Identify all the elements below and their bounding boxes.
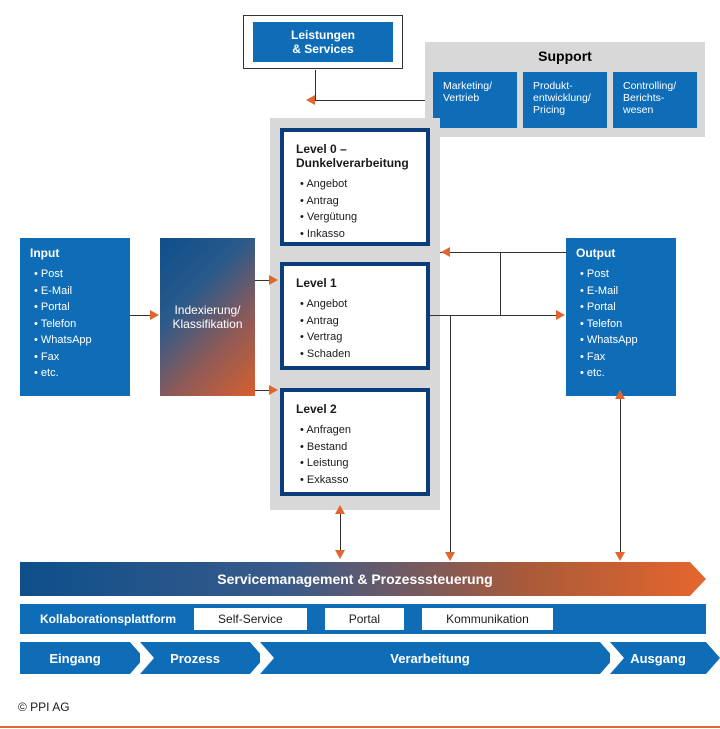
arrow-right-down-head bbox=[445, 552, 455, 561]
level0-title: Level 0 – Dunkelverarbeitung bbox=[296, 142, 414, 170]
list-item: WhatsApp bbox=[580, 332, 666, 349]
list-item: Vertrag bbox=[300, 329, 414, 346]
list-item: E-Mail bbox=[580, 283, 666, 300]
copyright: © PPI AG bbox=[18, 700, 70, 714]
list-item: Leistung bbox=[300, 455, 414, 472]
kollab-chip-2: Kommunikation bbox=[422, 608, 553, 630]
arrow-levels-service-up bbox=[335, 505, 345, 514]
arrow-support-left-head bbox=[306, 95, 315, 105]
list-item: Angebot bbox=[300, 296, 414, 313]
arrow-output-right bbox=[440, 252, 567, 253]
list-item: Vergütung bbox=[300, 209, 414, 226]
arrow-levels-service bbox=[340, 512, 341, 552]
arrow-support-left bbox=[315, 100, 425, 101]
level2-list: Anfragen Bestand Leistung Exkasso bbox=[296, 422, 414, 488]
list-item: Portal bbox=[580, 299, 666, 316]
arrow-output-service-down bbox=[615, 552, 625, 561]
input-title: Input bbox=[30, 246, 120, 260]
level1-title: Level 1 bbox=[296, 276, 414, 290]
input-box: Input Post E-Mail Portal Telefon WhatsAp… bbox=[20, 238, 130, 396]
support-item-2: Controlling/ Berichts- wesen bbox=[613, 72, 697, 128]
support-title: Support bbox=[425, 48, 705, 64]
arrow-output-service bbox=[620, 398, 621, 554]
service-bar: Servicemanagement & Prozesssteuerung bbox=[20, 562, 690, 596]
list-item: etc. bbox=[580, 365, 666, 382]
level1-card: Level 1 Angebot Antrag Vertrag Schaden bbox=[280, 262, 430, 370]
list-item: Telefon bbox=[34, 316, 120, 333]
level1-list: Angebot Antrag Vertrag Schaden bbox=[296, 296, 414, 362]
level0-card: Level 0 – Dunkelverarbeitung Angebot Ant… bbox=[280, 128, 430, 246]
arrow-level1-output-head bbox=[556, 310, 565, 320]
list-item: Telefon bbox=[580, 316, 666, 333]
arrow-right-down bbox=[450, 316, 451, 554]
arrow-leistungen-down bbox=[315, 70, 316, 100]
arrow-lvl-back-head bbox=[441, 247, 450, 257]
list-item: etc. bbox=[34, 365, 120, 382]
support-item-0: Marketing/ Vertrieb bbox=[433, 72, 517, 128]
list-item: Angebot bbox=[300, 176, 414, 193]
input-list: Post E-Mail Portal Telefon WhatsApp Fax … bbox=[30, 266, 120, 382]
output-title: Output bbox=[576, 246, 666, 260]
level2-title: Level 2 bbox=[296, 402, 414, 416]
list-item: Antrag bbox=[300, 313, 414, 330]
arrow-index-level2-head bbox=[269, 385, 278, 395]
list-item: Anfragen bbox=[300, 422, 414, 439]
chevron-1: Prozess bbox=[140, 642, 250, 674]
level2-card: Level 2 Anfragen Bestand Leistung Exkass… bbox=[280, 388, 430, 496]
kollab-label: Kollaborationsplattform bbox=[40, 612, 176, 626]
list-item: Portal bbox=[34, 299, 120, 316]
list-item: Inkasso bbox=[300, 226, 414, 243]
list-item: Fax bbox=[580, 349, 666, 366]
arrow-output-up bbox=[500, 252, 501, 316]
leistungen-box: Leistungen & Services bbox=[253, 22, 393, 62]
list-item: Fax bbox=[34, 349, 120, 366]
list-item: Schaden bbox=[300, 346, 414, 363]
arrow-levels-service-down bbox=[335, 550, 345, 559]
list-item: Antrag bbox=[300, 193, 414, 210]
arrow-index-level1-head bbox=[269, 275, 278, 285]
kollab-chip-0: Self-Service bbox=[194, 608, 307, 630]
chevron-3: Ausgang bbox=[610, 642, 706, 674]
output-box: Output Post E-Mail Portal Telefon WhatsA… bbox=[566, 238, 676, 396]
index-box: Indexierung/ Klassifikation bbox=[160, 238, 255, 396]
arrow-input-index-head bbox=[150, 310, 159, 320]
list-item: Exkasso bbox=[300, 472, 414, 489]
list-item: Post bbox=[580, 266, 666, 283]
kollab-chip-1: Portal bbox=[325, 608, 404, 630]
list-item: E-Mail bbox=[34, 283, 120, 300]
bottom-line bbox=[0, 726, 720, 728]
list-item: Post bbox=[34, 266, 120, 283]
chevron-0: Eingang bbox=[20, 642, 130, 674]
output-list: Post E-Mail Portal Telefon WhatsApp Fax … bbox=[576, 266, 666, 382]
chevron-2: Verarbeitung bbox=[260, 642, 600, 674]
support-item-1: Produkt- entwicklung/ Pricing bbox=[523, 72, 607, 128]
kollab-bar: Kollaborationsplattform Self-Service Por… bbox=[20, 604, 706, 634]
arrow-input-index bbox=[130, 315, 152, 316]
list-item: Bestand bbox=[300, 439, 414, 456]
level0-list: Angebot Antrag Vergütung Inkasso bbox=[296, 176, 414, 242]
list-item: WhatsApp bbox=[34, 332, 120, 349]
arrow-output-service-up bbox=[615, 390, 625, 399]
